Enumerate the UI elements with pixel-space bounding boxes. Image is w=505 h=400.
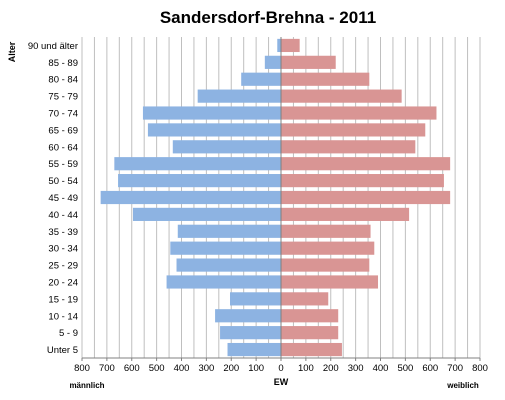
bar-male-4 (142, 106, 281, 120)
bar-male-6 (172, 140, 281, 154)
x-tick-label: 400 (373, 363, 389, 374)
y-tick-label: 70 - 74 (48, 109, 78, 120)
bar-male-2 (241, 72, 281, 86)
bar-female-10 (281, 207, 410, 221)
x-tick-label: 700 (99, 363, 115, 374)
male-label: männlich (69, 381, 104, 390)
y-tick-label: 10 - 14 (48, 311, 78, 322)
bar-male-5 (147, 123, 281, 137)
y-tick-label: 60 - 64 (48, 142, 78, 153)
y-tick-label: 25 - 29 (48, 261, 78, 272)
y-tick-label: 45 - 49 (48, 193, 78, 204)
x-tick-label: 800 (74, 363, 90, 374)
y-tick-label: 30 - 34 (48, 244, 78, 255)
x-axis-label: EW (274, 377, 289, 387)
y-tick-label: Unter 5 (47, 345, 78, 356)
bar-female-5 (281, 123, 426, 137)
bar-male-1 (264, 55, 281, 69)
y-axis-label: Alter (7, 41, 17, 62)
x-tick-label: 600 (124, 363, 140, 374)
x-tick-label: 200 (223, 363, 239, 374)
chart-title: Sandersdorf-Brehna - 2011 (160, 8, 376, 27)
bar-female-2 (281, 72, 370, 86)
bar-female-15 (281, 292, 329, 306)
bar-female-14 (281, 275, 379, 289)
female-label: weiblich (446, 381, 479, 390)
y-tick-label: 15 - 19 (48, 294, 78, 305)
bar-female-8 (281, 174, 444, 188)
y-tick-label: 75 - 79 (48, 92, 78, 103)
y-tick-label: 90 und älter (28, 41, 78, 52)
x-tick-label: 0 (278, 363, 283, 374)
y-tick-label: 65 - 69 (48, 125, 78, 136)
x-tick-label: 400 (174, 363, 190, 374)
bar-female-11 (281, 224, 371, 238)
bar-male-17 (220, 326, 281, 340)
y-tick-label: 80 - 84 (48, 75, 78, 86)
bar-male-16 (215, 309, 281, 323)
x-tick-label: 600 (422, 363, 438, 374)
bar-male-15 (230, 292, 281, 306)
x-tick-label: 300 (348, 363, 364, 374)
bar-male-18 (227, 342, 281, 357)
x-tick-label: 200 (323, 363, 339, 374)
y-tick-label: 35 - 39 (48, 227, 78, 238)
y-tick-label: 50 - 54 (48, 176, 78, 187)
bar-female-3 (281, 89, 402, 103)
bar-male-9 (100, 190, 281, 205)
bar-male-7 (114, 157, 282, 171)
y-tick-label: 40 - 44 (48, 210, 78, 221)
plot-area: 90 und älter 85 - 89 80 - 84 75 - 79 70 - 74… (28, 37, 488, 374)
bar-male-13 (176, 258, 281, 272)
bar-female-9 (281, 190, 451, 205)
x-tick-label: 100 (298, 363, 314, 374)
bar-male-11 (177, 224, 281, 238)
bar-female-4 (281, 106, 437, 120)
bar-female-17 (281, 326, 339, 340)
y-tick-label: 5 - 9 (59, 328, 78, 339)
x-tick-label: 100 (248, 363, 264, 374)
bar-male-14 (166, 275, 281, 289)
x-tick-label: 800 (472, 363, 488, 374)
bar-female-12 (281, 241, 375, 255)
bar-male-0 (277, 38, 281, 53)
bar-male-10 (132, 207, 281, 221)
bar-female-1 (281, 55, 336, 69)
bar-female-6 (281, 140, 416, 154)
x-tick-label: 300 (198, 363, 214, 374)
x-tick-label: 500 (149, 363, 165, 374)
y-tick-label: 85 - 89 (48, 58, 78, 69)
bar-female-7 (281, 157, 451, 171)
bar-female-13 (281, 258, 370, 272)
bar-female-0 (281, 38, 300, 53)
bar-male-12 (170, 241, 281, 255)
y-tick-label: 55 - 59 (48, 159, 78, 170)
bar-male-3 (197, 89, 281, 103)
x-tick-label: 500 (397, 363, 413, 374)
y-tick-label: 20 - 24 (48, 277, 78, 288)
bar-male-8 (118, 174, 281, 188)
x-tick-label: 700 (447, 363, 463, 374)
bar-female-16 (281, 309, 339, 323)
bar-female-18 (281, 342, 342, 357)
